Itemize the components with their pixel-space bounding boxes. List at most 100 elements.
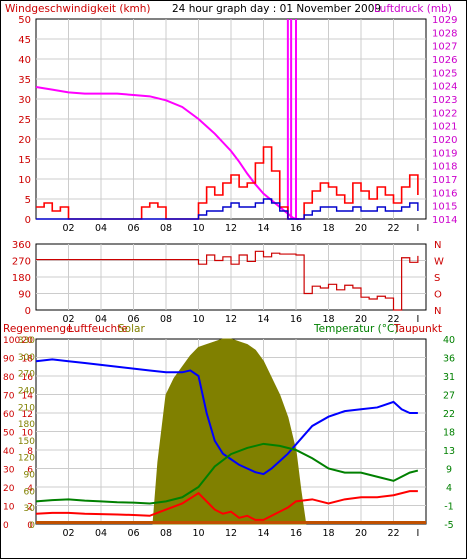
solar-y-tick-label: 270 <box>18 370 35 380</box>
wind-y-tick-label: 30 <box>18 95 31 106</box>
pressure-y-tick-label: 1022 <box>432 108 457 119</box>
x-tick-label: 06 <box>127 223 139 234</box>
pressure-y-tick-label: 1020 <box>432 135 457 146</box>
temperature-y-tick-label: 4 <box>446 483 452 494</box>
humidity-y-tick-label: 16 <box>22 373 34 383</box>
pressure-y-tick-label: 1023 <box>432 95 457 106</box>
pressure-y-tick-label: 1017 <box>432 175 457 186</box>
pressure-y-tick-label: 1015 <box>432 202 457 213</box>
humidity-y-tick-label: 10 <box>22 429 34 439</box>
x-tick-label: 14 <box>257 223 269 234</box>
solar-y-tick-label: 120 <box>18 454 35 464</box>
solar-y-tick-label: 300 <box>18 353 35 363</box>
x-tick-label: 10 <box>192 314 204 325</box>
wind-y-tick-label: 50 <box>18 15 31 26</box>
humidity-axis-title: Luftfeuchte <box>68 323 128 335</box>
pressure-y-tick-label: 1027 <box>432 42 457 53</box>
x-tick-label: 18 <box>322 528 334 539</box>
humidity-y-tick-label: 6 <box>27 466 33 476</box>
temperature-y-tick-label: -5 <box>444 520 453 531</box>
wind-y-tick-label: 45 <box>18 35 31 46</box>
x-tick-label: 16 <box>290 314 302 325</box>
rain-y-tick-label: 40 <box>3 447 15 457</box>
x-tick-label: 12 <box>225 223 237 234</box>
pressure-y-tick-label: 1028 <box>432 28 457 39</box>
wind-y-tick-label: 5 <box>25 195 31 206</box>
direction-y-tick-label: 90 <box>18 290 31 301</box>
wind-y-tick-label: 15 <box>18 155 31 166</box>
x-tick-label: 12 <box>225 314 237 325</box>
x-tick-label: 06 <box>127 528 139 539</box>
humidity-y-tick-label: 18 <box>22 355 34 365</box>
x-tick-label: 20 <box>355 314 367 325</box>
compass-tick-label: N <box>434 240 441 251</box>
humidity-y-tick-label: 4 <box>27 484 33 494</box>
x-tick-label: 08 <box>160 314 172 325</box>
solar-y-tick-label: 0 <box>29 521 35 531</box>
rain-y-tick-label: 70 <box>3 392 15 402</box>
rain-y-tick-label: 20 <box>3 484 15 494</box>
rain-y-tick-label: 90 <box>3 355 15 365</box>
wind-y-tick-label: 40 <box>18 55 31 66</box>
temperature-y-tick-label: 22 <box>443 409 455 420</box>
x-tick-label: 18 <box>322 223 334 234</box>
pressure-y-tick-label: 1014 <box>432 215 457 226</box>
pressure-y-tick-label: 1019 <box>432 148 457 159</box>
temperature-y-tick-label: 18 <box>443 428 455 439</box>
x-tick-label: 08 <box>160 223 172 234</box>
direction-y-tick-label: 270 <box>12 257 31 268</box>
x-tick-label: 16 <box>290 223 302 234</box>
rain-y-tick-label: 60 <box>3 410 15 420</box>
rain-y-tick-label: 10 <box>3 503 15 513</box>
x-tick-label: I <box>416 223 419 234</box>
rain-y-tick-label: 100 <box>3 336 20 346</box>
pressure-y-tick-label: 1026 <box>432 55 457 66</box>
direction-y-tick-label: 360 <box>12 240 31 251</box>
humidity-line <box>35 358 418 476</box>
temperature-y-tick-label: 31 <box>443 372 455 383</box>
pressure-line <box>35 86 300 220</box>
temperature-y-tick-label: 40 <box>443 335 455 346</box>
humidity-y-tick-label: 14 <box>22 392 34 402</box>
x-tick-label: I <box>416 314 419 325</box>
x-tick-label: 04 <box>95 223 107 234</box>
x-tick-label: 02 <box>62 223 74 234</box>
pressure-y-tick-label: 1021 <box>432 122 457 133</box>
wind-avg-line <box>36 198 419 220</box>
pressure-y-tick-label: 1025 <box>432 68 457 79</box>
direction-y-tick-label: 180 <box>12 273 31 284</box>
x-tick-label: 02 <box>62 314 74 325</box>
solar-y-tick-label: 90 <box>24 471 36 481</box>
solar-y-tick-label: 330 <box>18 336 35 346</box>
x-tick-label: 22 <box>387 223 399 234</box>
solar-y-tick-label: 150 <box>18 437 35 447</box>
x-tick-label: 20 <box>355 223 367 234</box>
temperature-y-tick-label: 36 <box>443 354 455 365</box>
x-tick-label: 04 <box>95 314 107 325</box>
rain-y-tick-label: 50 <box>3 429 15 439</box>
rain-baseline <box>36 521 426 524</box>
pressure-y-tick-label: 1018 <box>432 162 457 173</box>
humidity-y-tick-label: 0 <box>27 521 33 531</box>
x-tick-label: 20 <box>355 528 367 539</box>
pressure-y-tick-label: 1024 <box>432 82 457 93</box>
pressure-y-tick-label: 1016 <box>432 188 457 199</box>
x-tick-label: 08 <box>160 528 172 539</box>
wind-y-tick-label: 0 <box>25 215 31 226</box>
solar-y-tick-label: 60 <box>24 487 36 497</box>
chart-title: 24 hour graph day : 01 November 2009 <box>172 3 381 15</box>
x-tick-label: 22 <box>387 528 399 539</box>
rain-axis-title: Regenmenge <box>3 323 73 335</box>
solar-y-tick-label: 210 <box>18 403 35 413</box>
solar-y-tick-label: 240 <box>18 386 35 396</box>
compass-tick-label: S <box>434 273 440 284</box>
temperature-line <box>35 442 419 505</box>
solar-y-tick-label: 180 <box>18 420 35 430</box>
temperature-axis-title: Temperatur (°C) <box>313 323 398 335</box>
x-tick-label: 16 <box>290 528 302 539</box>
dewpoint-line <box>35 490 418 521</box>
temperature-y-tick-label: 9 <box>446 465 452 476</box>
x-tick-label: 22 <box>387 314 399 325</box>
